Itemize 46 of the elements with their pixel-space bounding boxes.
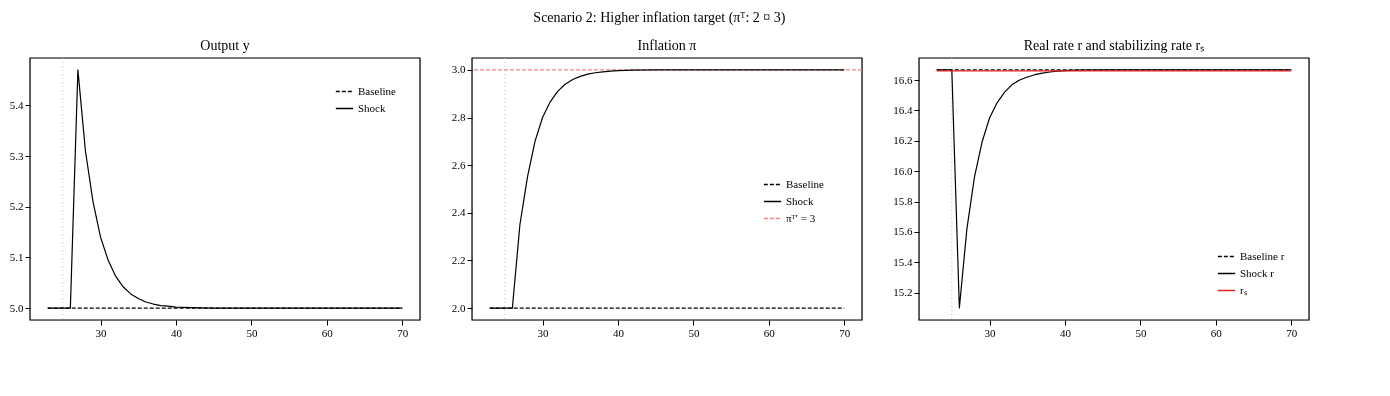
legend-label: rₛ: [1240, 283, 1248, 296]
x-tick-label: 50: [246, 326, 258, 339]
x-tick-label: 40: [612, 326, 625, 339]
legend-label: Shock r: [1240, 266, 1275, 279]
text: Scenario 2: Higher inflation target (πᵀ: 2 ¤ 3): [533, 9, 786, 26]
x-tick-label: 30: [95, 326, 108, 339]
x-tick-label: 50: [688, 326, 700, 339]
y-tick-label: 2.6: [451, 158, 466, 171]
legend-label: Baseline: [786, 177, 824, 190]
chart-title: Inflation π: [637, 38, 697, 54]
x-tick-label: 30: [984, 326, 997, 339]
y-tick-label: 16.4: [893, 103, 913, 116]
legend-label: Baseline: [358, 84, 396, 97]
y-tick-label: 2.8: [451, 111, 466, 124]
x-tick-label: 40: [170, 326, 183, 339]
y-tick-label: 5.0: [9, 301, 24, 314]
y-tick-label: 5.2: [9, 200, 24, 213]
x-tick-label: 50: [1135, 326, 1147, 339]
x-tick-label: 40: [1059, 326, 1072, 339]
y-tick-label: 2.4: [451, 206, 466, 219]
x-tick-label: 30: [537, 326, 550, 339]
x-tick-label: 60: [1210, 326, 1223, 339]
x-tick-label: 70: [397, 326, 409, 339]
legend-label: Shock: [786, 194, 814, 207]
chart-title: Real rate r and stabilizing rate rₛ: [1023, 38, 1205, 54]
y-tick-label: 15.4: [893, 255, 913, 268]
y-tick-label: 5.1: [9, 250, 24, 263]
y-tick-label: 15.6: [893, 225, 913, 238]
y-tick-label: 16.6: [893, 73, 913, 86]
legend-label: πᵀ′ = 3: [786, 211, 816, 224]
x-tick-label: 60: [763, 326, 776, 339]
y-tick-label: 15.2: [893, 286, 913, 299]
y-tick-label: 5.4: [9, 98, 24, 111]
chart-title: Output y: [200, 38, 250, 54]
y-tick-label: 16.0: [893, 164, 913, 177]
y-tick-label: 2.0: [451, 301, 466, 314]
y-tick-label: 3.0: [451, 63, 466, 76]
x-tick-label: 70: [839, 326, 851, 339]
y-tick-label: 16.2: [893, 134, 913, 147]
y-tick-label: 15.8: [893, 195, 913, 208]
y-tick-label: 2.2: [451, 253, 466, 266]
y-tick-label: 5.3: [9, 149, 24, 162]
legend-label: Baseline r: [1240, 249, 1285, 262]
x-tick-label: 60: [321, 326, 334, 339]
legend-label: Shock: [358, 101, 386, 114]
x-tick-label: 70: [1286, 326, 1298, 339]
